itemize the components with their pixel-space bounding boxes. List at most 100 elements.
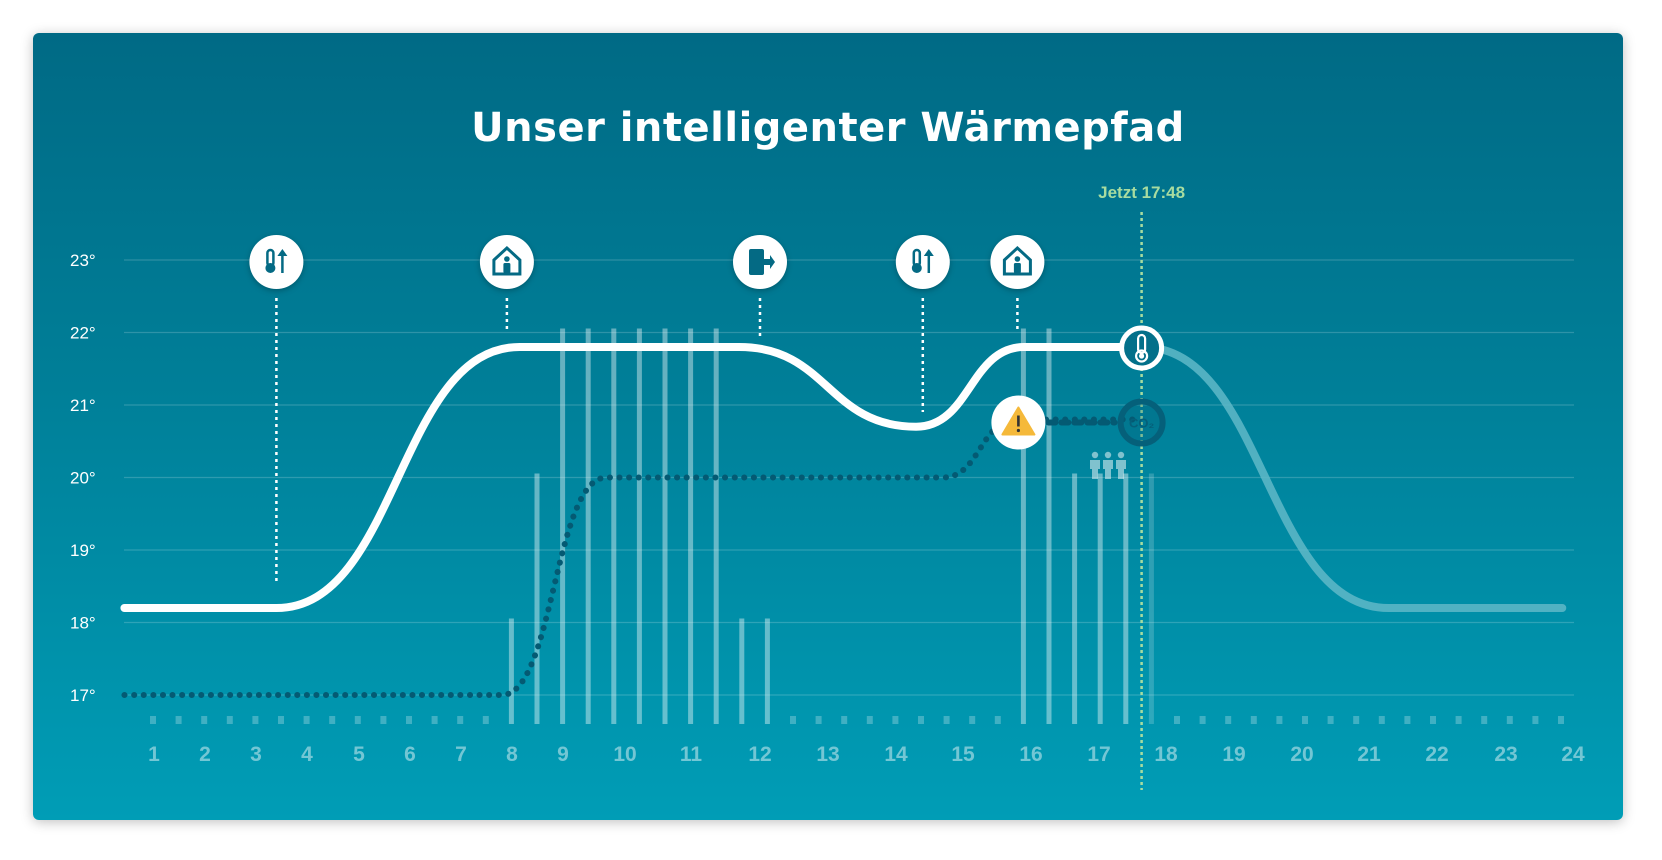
person-head [1091, 451, 1099, 459]
x-tick-label: 2 [199, 743, 211, 766]
x-tick-label: 9 [557, 743, 569, 766]
slot-tick [994, 716, 1001, 724]
x-tick-label: 1 [148, 743, 160, 766]
slot-tick [841, 716, 848, 724]
x-tick-label: 5 [353, 743, 365, 766]
home-person-icon [1002, 245, 1032, 276]
door [749, 249, 764, 275]
activity-bar [662, 328, 668, 724]
person-body [1090, 460, 1100, 479]
x-tick-label: 12 [748, 743, 771, 766]
co2-icon [1117, 398, 1166, 447]
thermometer-bulb-ring [1134, 349, 1149, 363]
event-marker-circle [895, 235, 950, 289]
now-label: Jetzt 17:48 [1098, 183, 1185, 202]
slot-tick [406, 716, 412, 724]
heating-path-card: Unser intelligenter Wärmepfad [33, 33, 1623, 820]
arrow-head [277, 249, 288, 256]
slot-tick [918, 716, 924, 724]
y-tick-label: 19° [70, 541, 96, 560]
y-tick-label: 17° [70, 686, 96, 705]
slot-tick [226, 716, 233, 724]
exit-door-icon [749, 249, 775, 275]
activity-bar [1020, 328, 1026, 724]
activity-bar [1046, 328, 1052, 724]
activity-bar [713, 328, 719, 724]
slot-tick [303, 716, 310, 724]
person-body [1103, 460, 1113, 479]
event-marker[interactable] [895, 235, 950, 289]
warning-dot [1016, 428, 1021, 433]
x-tick-label: 3 [250, 743, 262, 766]
slot-tick [1174, 716, 1180, 724]
x-tick-label: 7 [455, 743, 467, 766]
slot-tick [815, 716, 822, 724]
slot-tick [1225, 716, 1232, 724]
slot-tick [1455, 716, 1462, 724]
x-tick-label: 20 [1290, 743, 1313, 766]
arrow-head [923, 249, 934, 256]
y-tick-label: 21° [70, 396, 96, 415]
person-body [503, 263, 511, 273]
thermometer-up-icon [265, 248, 288, 273]
x-tick-label: 14 [884, 743, 908, 766]
slot-tick [278, 716, 284, 724]
x-tick-label: 11 [680, 743, 703, 766]
slot-tick [866, 716, 873, 724]
x-tick-label: 24 [1561, 743, 1585, 766]
slot-tick [1276, 716, 1283, 724]
slot-tick [482, 716, 489, 724]
x-tick-label: 18 [1154, 743, 1178, 766]
slot-tick [943, 716, 950, 724]
slot-tick [431, 716, 438, 724]
x-tick-label: 21 [1357, 743, 1381, 766]
slot-tick [1506, 716, 1513, 724]
slot-tick [457, 716, 464, 724]
slot-tick [329, 716, 336, 724]
x-tick-label: 22 [1425, 743, 1448, 766]
house-outline [1002, 245, 1032, 276]
x-tick-label: 8 [506, 743, 518, 766]
event-marker-circle [249, 235, 304, 289]
activity-bar [1097, 473, 1103, 724]
slot-tick [1430, 716, 1436, 724]
slot-tick [969, 716, 976, 724]
slot-tick [892, 716, 899, 724]
slot-tick [1327, 716, 1334, 724]
x-tick-label: 10 [613, 743, 636, 766]
slot-tick [354, 716, 361, 724]
activity-bar [1123, 473, 1129, 724]
event-marker[interactable] [249, 235, 304, 289]
slot-tick [1199, 716, 1206, 724]
forecast-temperature-line [1137, 343, 1567, 613]
person-body [1116, 460, 1126, 479]
x-tick-label: 17 [1087, 743, 1110, 766]
slot-tick [1558, 716, 1564, 724]
x-tick-label: 6 [404, 743, 416, 766]
y-tick-label: 23° [70, 251, 96, 270]
activity-bar [764, 618, 770, 724]
slot-tick [1353, 716, 1360, 724]
slot-tick [175, 716, 182, 724]
x-tick-label: 16 [1019, 743, 1042, 766]
warning-marker [991, 395, 1118, 450]
slot-tick [1481, 716, 1488, 724]
activity-bar [739, 618, 745, 724]
event-marker[interactable] [479, 235, 534, 289]
exit-arrow [764, 255, 775, 269]
event-marker[interactable] [733, 235, 787, 289]
slot-tick [380, 716, 387, 724]
target-temperature-line [120, 342, 1146, 613]
event-marker[interactable] [990, 235, 1045, 289]
x-tick-label: 19 [1222, 743, 1245, 766]
y-tick-label: 18° [70, 614, 96, 633]
thermometer-bulb [911, 263, 922, 273]
thermometer-bulb [265, 263, 276, 273]
activity-bar [636, 328, 642, 724]
person-head [1117, 451, 1125, 459]
thermometer-up-icon [911, 248, 934, 273]
activity-bar [534, 473, 540, 724]
thermometer-icon [1134, 333, 1149, 363]
activity-bar [1072, 473, 1078, 724]
slot-tick [1250, 716, 1257, 724]
